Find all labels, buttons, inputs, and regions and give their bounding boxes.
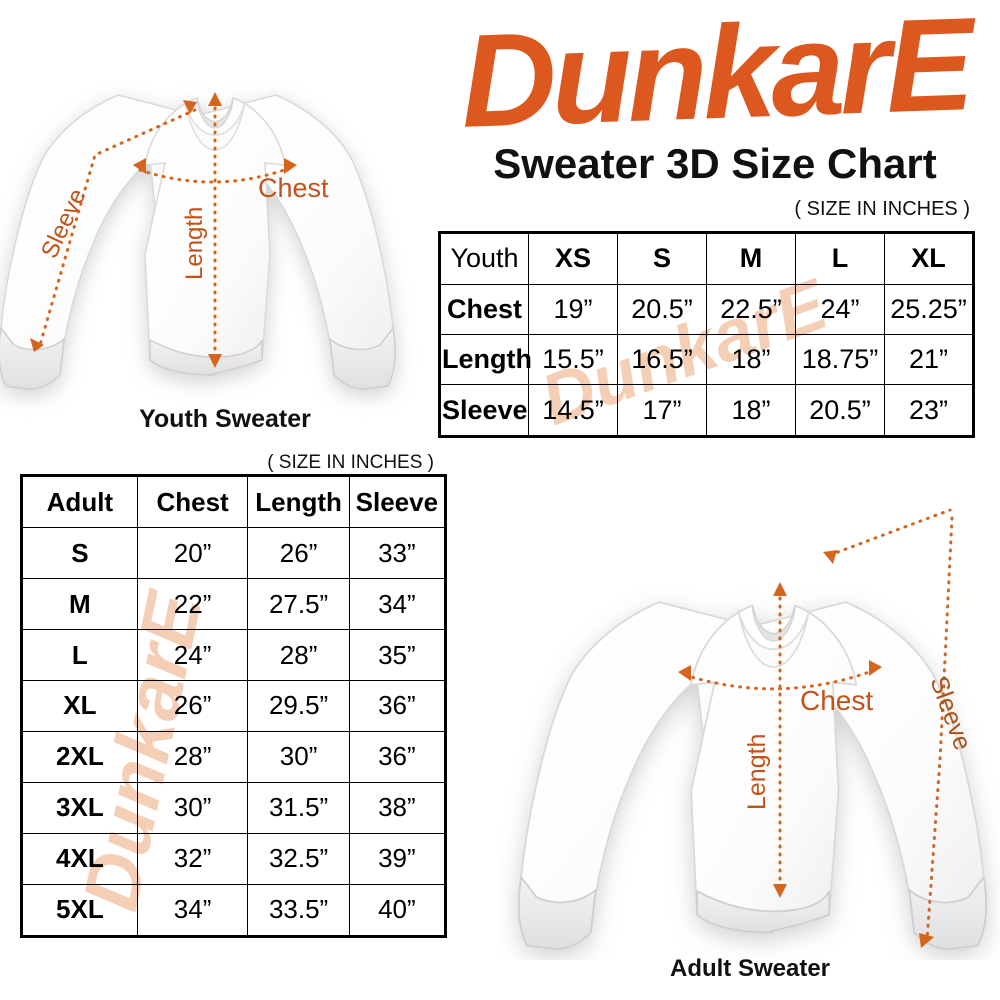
svg-text:Length: Length [743,734,771,810]
svg-text:Length: Length [181,207,208,280]
svg-text:Chest: Chest [258,173,329,203]
svg-text:Chest: Chest [800,685,873,716]
svg-text:DunkarE: DunkarE [459,0,981,155]
